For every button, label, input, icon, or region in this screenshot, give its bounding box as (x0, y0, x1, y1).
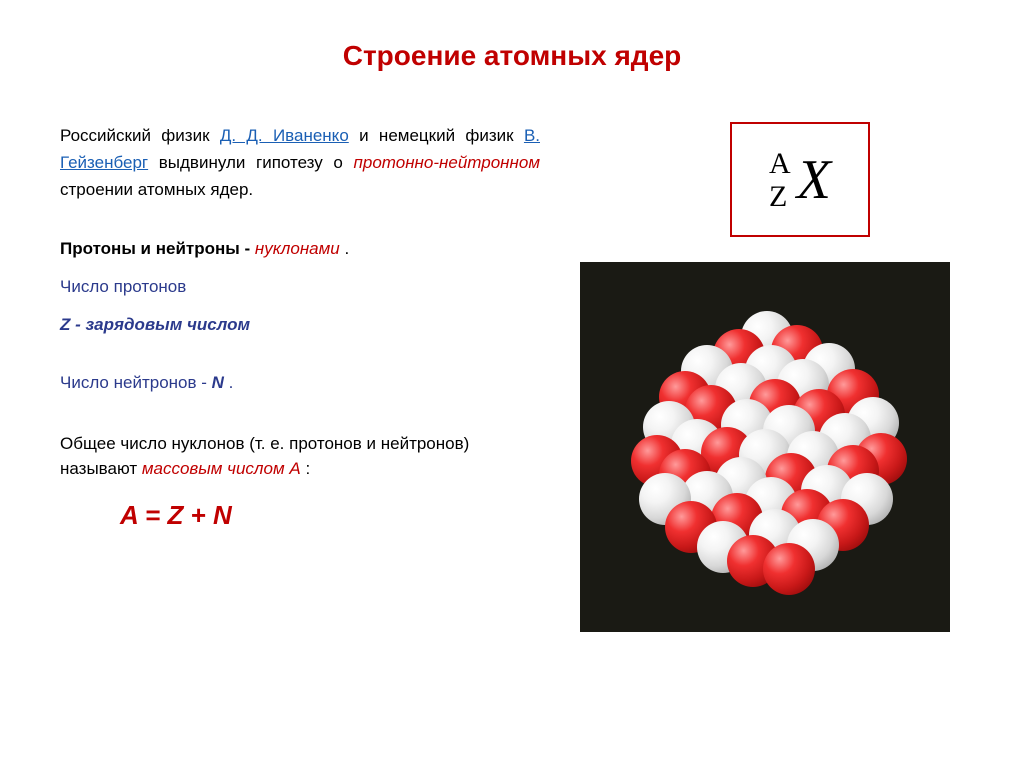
text: . (229, 373, 234, 392)
az-stack: A Z (769, 147, 791, 213)
line-nucleons: Протоны и нейтроны - нуклонами . (60, 239, 540, 259)
figure-column: A Z X (570, 122, 950, 632)
text: Z - зарядовым числом (60, 315, 250, 334)
emphasis-text: массовым числом А (142, 459, 301, 478)
atomic-number-symbol: Z (769, 180, 791, 213)
text: : (305, 459, 310, 478)
text: Число нейтронов - (60, 373, 212, 392)
mass-number-symbol: A (769, 147, 791, 180)
text: . (344, 239, 349, 258)
emphasis-text: нуклонами (255, 239, 340, 258)
text: выдвинули гипотезу о (159, 153, 354, 172)
line-neutrons: Число нейтронов - N . (60, 373, 540, 393)
text: N (212, 373, 224, 392)
text: и немецкий физик (359, 126, 524, 145)
text: строении атомных ядер. (60, 180, 253, 199)
line-protons-label: Число протонов (60, 277, 540, 297)
element-symbol: X (797, 148, 831, 212)
page-title: Строение атомных ядер (60, 40, 964, 72)
content-row: Российский физик Д. Д. Иваненко и немецк… (60, 122, 964, 632)
nuclide-symbol-box: A Z X (730, 122, 870, 237)
nucleus-illustration (580, 262, 950, 632)
link-ivanenko[interactable]: Д. Д. Иваненко (220, 126, 349, 145)
intro-paragraph: Российский физик Д. Д. Иваненко и немецк… (60, 122, 540, 204)
formula: A = Z + N (120, 500, 540, 531)
proton-sphere (763, 543, 815, 595)
emphasis-text: протонно-нейтронном (354, 153, 540, 172)
text: Российский физик (60, 126, 220, 145)
text: Протоны и нейтроны - (60, 239, 255, 258)
line-mass-number: Общее число нуклонов (т. е. протонов и н… (60, 431, 540, 482)
line-charge-number: Z - зарядовым числом (60, 315, 540, 335)
text-column: Российский физик Д. Д. Иваненко и немецк… (60, 122, 540, 632)
